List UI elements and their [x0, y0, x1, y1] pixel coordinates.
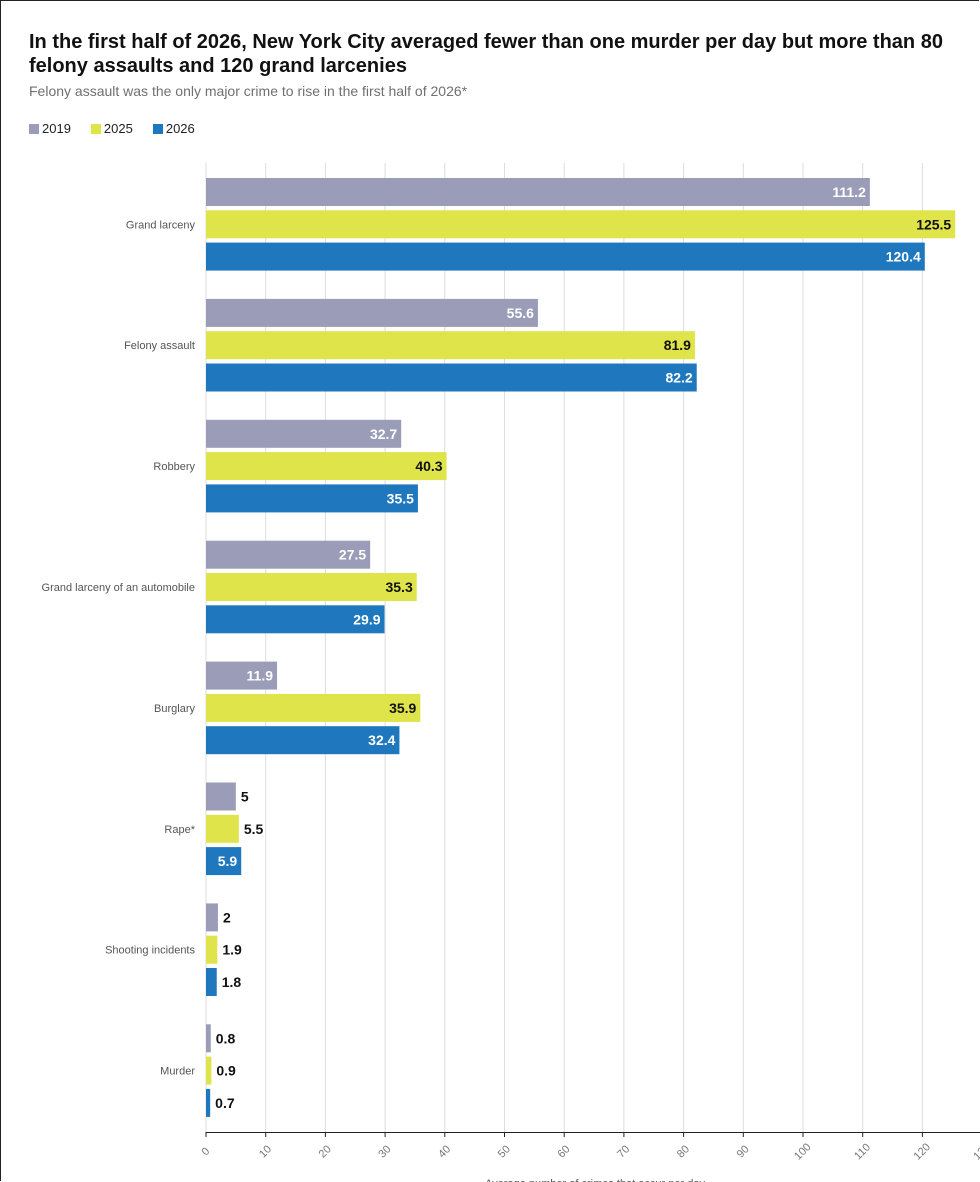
bar-2025 [206, 573, 417, 601]
data-label-2019: 27.5 [339, 547, 366, 563]
data-label-2026: 29.9 [353, 611, 380, 627]
bar-2019 [206, 540, 371, 569]
data-label-2025: 35.3 [385, 579, 412, 595]
bar-2025 [206, 331, 695, 360]
data-label-2026: 35.5 [387, 490, 414, 506]
data-label-2019: 32.7 [370, 426, 397, 442]
bar-2026 [206, 242, 925, 271]
data-label-2019: 0.8 [216, 1030, 236, 1046]
category-label: Murder [160, 1066, 195, 1078]
x-tick-label-60: 60 [556, 1143, 573, 1160]
x-tick-label-40: 40 [436, 1143, 453, 1160]
bar-2019 [206, 419, 402, 448]
x-tick-label-0: 0 [199, 1145, 212, 1158]
bar-2026 [206, 484, 418, 513]
x-tick-label-70: 70 [615, 1143, 632, 1160]
data-label-2025: 35.9 [389, 700, 416, 716]
x-axis-label: Average number of crimes that occur per … [485, 1178, 705, 1182]
data-label-2026: 5.9 [218, 853, 238, 869]
bar-2025 [206, 935, 218, 964]
bar-2025 [206, 1056, 212, 1085]
bar-2025 [206, 814, 239, 843]
bar-2025 [206, 452, 447, 481]
bar-2019 [206, 178, 870, 206]
data-label-2026: 120.4 [886, 249, 921, 265]
data-label-2019: 55.6 [507, 305, 534, 321]
legend-swatch-2025 [90, 123, 101, 134]
legend: 2019 2025 2026 [29, 121, 195, 136]
bar-2026 [206, 847, 242, 876]
bar-2026 [206, 605, 385, 634]
bar-2026 [206, 1088, 211, 1117]
chart-title: In the first half of 2026, New York City… [29, 31, 943, 77]
bar-2026 [206, 726, 400, 755]
category-label: Grand larceny of an automobile [42, 582, 195, 594]
x-tick-label-90: 90 [735, 1143, 752, 1160]
legend-swatch-2026 [152, 123, 163, 134]
x-tick-label-50: 50 [496, 1143, 513, 1160]
bar-2019 [206, 298, 538, 327]
data-label-2026: 1.8 [222, 974, 242, 990]
data-label-2025: 81.9 [664, 337, 691, 353]
bar-2019 [206, 903, 218, 932]
x-tick-label-80: 80 [675, 1143, 692, 1160]
x-tick-label-10: 10 [257, 1143, 274, 1160]
x-tick-label-100: 100 [792, 1141, 813, 1162]
data-label-2025: 0.9 [216, 1063, 236, 1079]
legend-label-2026: 2026 [165, 121, 195, 136]
data-label-2026: 0.7 [215, 1095, 235, 1111]
legend-item-2025: 2025 [90, 121, 133, 136]
bar-2025 [206, 210, 956, 239]
data-label-2025: 1.9 [222, 942, 242, 958]
bar-2019 [206, 1024, 211, 1053]
data-label-2019: 111.2 [832, 184, 866, 200]
x-tick-label-110: 110 [852, 1141, 873, 1162]
data-label-2019: 2 [223, 909, 231, 925]
x-tick-label-30: 30 [376, 1143, 393, 1160]
data-label-2026: 32.4 [368, 732, 395, 748]
x-tick-label-130: 130 [971, 1141, 980, 1162]
legend-label-2019: 2019 [42, 121, 71, 136]
data-label-2025: 40.3 [415, 458, 442, 474]
data-label-2025: 5.5 [244, 821, 264, 837]
category-label: Grand larceny [126, 219, 196, 231]
bar-2019 [206, 661, 278, 690]
legend-swatch-2019 [29, 123, 39, 134]
x-tick-label-20: 20 [317, 1143, 334, 1160]
category-label: Burglary [154, 703, 195, 715]
x-tick-label-120: 120 [912, 1141, 933, 1162]
data-label-2026: 82.2 [665, 370, 692, 386]
chart-subtitle: Felony assault was the only major crime … [29, 83, 468, 99]
legend-item-2026: 2026 [152, 121, 195, 136]
bar-2019 [206, 782, 236, 811]
data-label-2025: 125.5 [916, 216, 951, 232]
data-label-2019: 11.9 [247, 668, 274, 684]
bar-2026 [206, 968, 217, 996]
category-label: Shooting incidents [105, 945, 195, 957]
category-label: Robbery [153, 461, 195, 473]
data-label-2019: 5 [241, 789, 249, 805]
bar-2025 [206, 693, 421, 722]
legend-item-2019: 2019 [29, 121, 71, 136]
category-label: Felony assault [124, 340, 195, 352]
legend-label-2025: 2025 [103, 121, 133, 136]
bar-2026 [206, 363, 697, 392]
category-label: Rape* [164, 824, 195, 836]
